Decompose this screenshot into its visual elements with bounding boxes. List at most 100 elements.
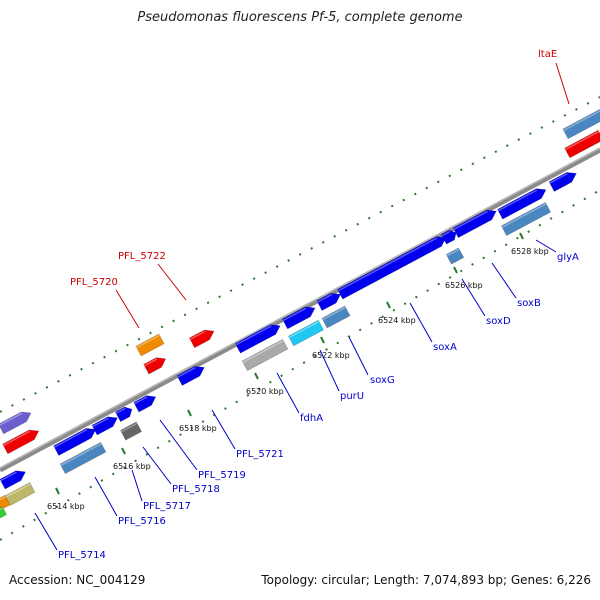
gene-arrow-shape (91, 416, 118, 436)
gene-label[interactable]: PFL_5721 (236, 449, 284, 460)
gene-arrow-highlight (0, 495, 6, 503)
gene-label[interactable]: PFL_5720 (70, 277, 118, 288)
gene-feature[interactable] (497, 185, 548, 220)
scale-tick-mark (55, 487, 60, 495)
gene-feature[interactable] (120, 421, 142, 441)
gene-feature[interactable] (0, 506, 7, 520)
gene-arrow-shape (316, 292, 342, 311)
gene-feature[interactable] (176, 363, 207, 386)
gene-arrow-highlight (92, 417, 109, 428)
scale-tick-label: 6524 kbp (378, 316, 416, 325)
gene-feature[interactable] (288, 319, 324, 347)
gene-feature[interactable] (562, 108, 600, 140)
gene-leader-line (131, 469, 143, 502)
gene-label[interactable]: PFL_5716 (118, 516, 166, 527)
gene-label[interactable]: ltaE (538, 49, 557, 60)
gene-label[interactable]: soxA (433, 342, 457, 353)
gene-arrow-shape (564, 129, 600, 159)
gene-arrow-shape (321, 305, 351, 329)
gene-arrow-highlight (0, 471, 17, 482)
scale-tick-label: 6516 kbp (113, 462, 151, 471)
gene-feature[interactable] (0, 494, 11, 512)
gene-feature[interactable] (0, 467, 28, 490)
gene-feature[interactable] (282, 303, 317, 330)
genome-stats-label: Topology: circular; Length: 7,074,893 bp… (261, 573, 591, 587)
scale-tick-mark (519, 232, 524, 240)
accession-label: Accession: NC_004129 (9, 573, 146, 587)
gene-labels: ltaE PFL_5722 PFL_5720 glyA soxB soxD soxA soxG… (58, 49, 579, 561)
gene-feature[interactable] (143, 354, 169, 375)
gene-feature[interactable] (135, 333, 165, 357)
gene-leader-line (115, 289, 140, 329)
gene-label[interactable]: soxB (517, 298, 541, 309)
leader-lines (34, 62, 570, 551)
gene-label[interactable]: glyA (557, 252, 579, 263)
gene-feature[interactable] (241, 338, 289, 372)
gene-label[interactable]: soxG (370, 375, 395, 386)
gene-feature[interactable] (452, 206, 499, 239)
gene-feature[interactable] (440, 228, 459, 245)
gene-feature[interactable] (53, 425, 99, 456)
gene-feature[interactable] (500, 201, 552, 237)
gene-arrow-shape (120, 421, 142, 441)
gene-arrow-highlight (453, 210, 488, 230)
gene-arrow-shape (288, 319, 324, 347)
gene-leader-line (535, 239, 557, 253)
gene-arrow-shape (452, 209, 497, 239)
gene-arrow-shape (548, 172, 577, 192)
scale-tick-mark (254, 372, 259, 380)
gene-feature[interactable] (0, 408, 34, 435)
gene-label[interactable]: PFL_5722 (118, 251, 166, 262)
scale-tick-mark (386, 301, 391, 309)
gene-feature[interactable] (548, 169, 579, 192)
gene-label[interactable]: soxD (486, 316, 511, 327)
gene-arrow-highlight (446, 248, 460, 257)
gene-feature[interactable] (133, 392, 159, 413)
gene-arrow-highlight (144, 358, 158, 367)
gene-feature[interactable] (321, 305, 351, 329)
gene-label[interactable]: purU (340, 391, 364, 402)
gene-leader-line (348, 336, 369, 376)
gene-label[interactable]: PFL_5718 (172, 484, 220, 495)
gene-arrow-shape (241, 338, 289, 372)
gene-label[interactable]: PFL_5714 (58, 550, 106, 561)
genome-backbone-highlight (0, 147, 600, 469)
gene-arrow-highlight (177, 366, 196, 378)
gene-leader-line (142, 446, 172, 485)
gene-feature[interactable] (188, 326, 216, 349)
gene-label[interactable]: PFL_5717 (143, 501, 191, 512)
gene-arrow-highlight (134, 396, 148, 405)
gene-leader-line (461, 278, 486, 317)
gene-feature[interactable] (4, 482, 36, 506)
gene-feature[interactable] (114, 404, 134, 423)
gene-label[interactable]: fdhA (300, 413, 323, 424)
gene-arrow-highlight (242, 339, 284, 363)
gene-leader-line (34, 512, 58, 551)
gene-arrow-highlight (337, 237, 438, 292)
gene-feature[interactable] (59, 441, 107, 475)
scale-tick-mark (187, 409, 192, 417)
gene-leader-line (491, 262, 517, 299)
gene-arrow-shape (234, 324, 281, 354)
gene-feature[interactable] (445, 247, 465, 265)
gene-arrow-highlight (441, 230, 451, 237)
gene-arrow-highlight (60, 442, 102, 466)
gene-feature[interactable] (316, 289, 343, 311)
scale-tick-label: 6514 kbp (47, 502, 85, 511)
gene-arrow-shape (135, 333, 165, 357)
gene-feature[interactable] (2, 426, 42, 455)
gene-label[interactable]: PFL_5719 (198, 470, 246, 481)
gene-arrow-highlight (565, 130, 600, 151)
gene-arrow-shape (0, 411, 32, 435)
outer-dotted-guide (0, 96, 600, 413)
gene-feature[interactable] (234, 321, 283, 354)
gene-arrow-shape (440, 229, 457, 245)
gene-feature[interactable] (564, 129, 600, 159)
gene-arrow-highlight (53, 428, 88, 448)
gene-feature[interactable] (337, 233, 448, 300)
scale-tick-label: 6520 kbp (246, 387, 284, 396)
gene-feature[interactable] (91, 413, 120, 436)
scale-ticks: 6514 kbp 6516 kbp 6518 kbp 6520 kbp 6522 kbp… (47, 232, 549, 511)
gene-arrow-shape (114, 406, 133, 423)
gene-arrow-shape (176, 366, 205, 386)
